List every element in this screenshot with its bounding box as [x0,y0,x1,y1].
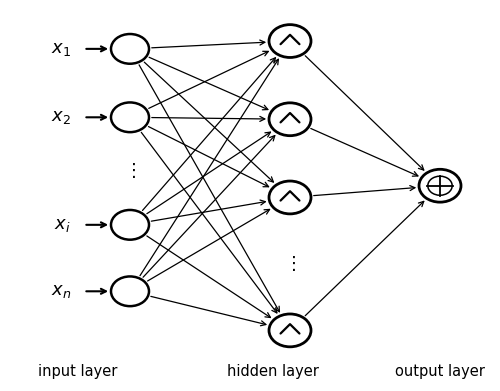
Circle shape [111,34,149,64]
Circle shape [269,314,311,347]
Circle shape [269,103,311,136]
Text: $x_1$: $x_1$ [51,40,71,58]
Text: $\vdots$: $\vdots$ [124,161,136,179]
Circle shape [269,25,311,57]
Text: $x_i$: $x_i$ [54,216,71,234]
Circle shape [419,169,461,202]
Circle shape [269,181,311,214]
Circle shape [111,210,149,240]
Text: $x_2$: $x_2$ [51,108,71,126]
Text: hidden layer: hidden layer [226,364,318,379]
Circle shape [111,102,149,132]
Text: $\vdots$: $\vdots$ [284,255,296,273]
Circle shape [111,276,149,306]
Text: output layer: output layer [395,364,485,379]
Text: input layer: input layer [38,364,117,379]
Text: $x_n$: $x_n$ [50,282,71,300]
